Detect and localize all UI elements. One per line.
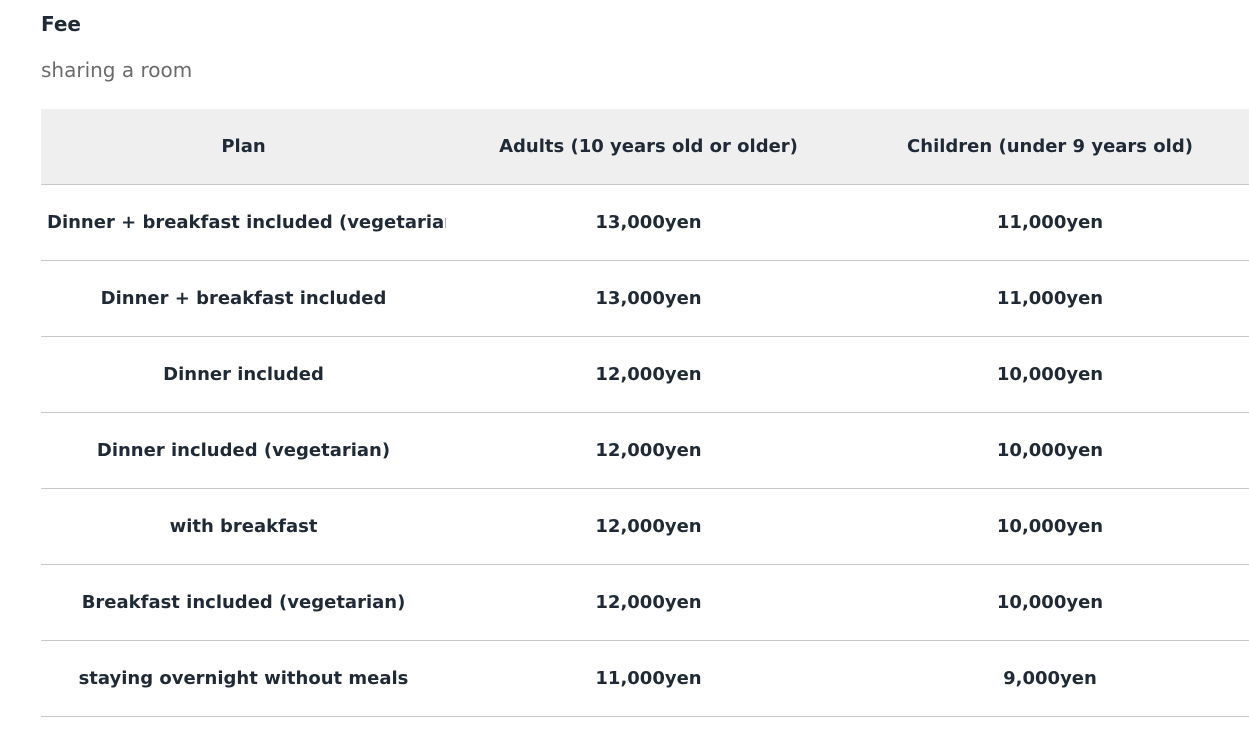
header-plan: Plan [41, 109, 446, 185]
table-row: staying overnight without meals 11,000ye… [41, 640, 1249, 717]
table-row: Dinner + breakfast included (vegetarian)… [41, 184, 1249, 261]
adult-price-cell: 12,000yen [446, 412, 851, 489]
child-price-cell: 9,000yen [851, 640, 1249, 717]
table-row: Dinner included (vegetarian) 12,000yen 1… [41, 412, 1249, 489]
adult-price-cell: 12,000yen [446, 488, 851, 565]
child-price-cell: 10,000yen [851, 488, 1249, 565]
plan-cell: Dinner + breakfast included [41, 260, 446, 337]
adult-price-cell: 11,000yen [446, 640, 851, 717]
plan-cell: Dinner + breakfast included (vegetarian) [41, 184, 446, 261]
adult-price-cell: 12,000yen [446, 336, 851, 413]
child-price-cell: 10,000yen [851, 336, 1249, 413]
table-row: with breakfast 12,000yen 10,000yen [41, 488, 1249, 565]
child-price-cell: 11,000yen [851, 260, 1249, 337]
adult-price-cell: 13,000yen [446, 260, 851, 337]
plan-cell: with breakfast [41, 488, 446, 565]
table-row: Breakfast included (vegetarian) 12,000ye… [41, 564, 1249, 641]
plan-cell: staying overnight without meals [41, 640, 446, 717]
child-price-cell: 10,000yen [851, 564, 1249, 641]
fee-table: Plan Adults (10 years old or older) Chil… [41, 109, 1249, 717]
plan-cell: Dinner included (vegetarian) [41, 412, 446, 489]
plan-cell: Dinner included [41, 336, 446, 413]
plan-cell: Breakfast included (vegetarian) [41, 564, 446, 641]
table-row: Dinner + breakfast included 13,000yen 11… [41, 260, 1249, 337]
header-adults: Adults (10 years old or older) [446, 109, 851, 185]
child-price-cell: 11,000yen [851, 184, 1249, 261]
header-children: Children (under 9 years old) [851, 109, 1249, 185]
child-price-cell: 10,000yen [851, 412, 1249, 489]
section-title: Fee [41, 12, 81, 36]
section-subtitle: sharing a room [41, 58, 193, 82]
adult-price-cell: 13,000yen [446, 184, 851, 261]
table-row: Dinner included 12,000yen 10,000yen [41, 336, 1249, 413]
adult-price-cell: 12,000yen [446, 564, 851, 641]
table-header-row: Plan Adults (10 years old or older) Chil… [41, 109, 1249, 185]
